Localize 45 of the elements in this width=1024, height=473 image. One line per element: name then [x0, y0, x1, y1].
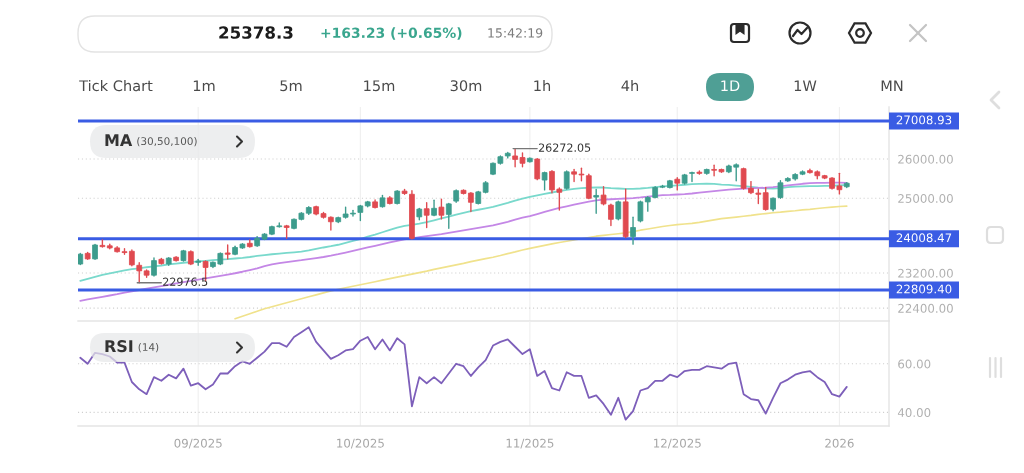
candlestick [438, 198, 445, 220]
y-tick-label: 23200.00 [898, 268, 953, 278]
line-series [79, 326, 848, 421]
candlestick [151, 257, 157, 277]
line-series [234, 205, 848, 320]
ref-line-label: 24008.47 [896, 233, 952, 243]
text: Tick Chart [79, 79, 153, 92]
text: 1W [794, 80, 817, 92]
x-tick-label: 11/2025 [506, 438, 554, 449]
x-tick-label: 12/2025 [654, 438, 701, 449]
annotation: 26272.05 [538, 143, 591, 152]
candlestick [630, 216, 636, 245]
text: 30m [450, 80, 482, 92]
candlestick [637, 200, 644, 223]
text: 15m [364, 80, 395, 92]
text: 1D [721, 80, 740, 92]
y-tick-label: 22400.00 [898, 303, 953, 313]
y-tick-label: 40.00 [897, 408, 931, 418]
text: MN [881, 80, 903, 92]
candlestick [593, 188, 600, 214]
text: MA (30,50,100) [105, 134, 197, 147]
y-tick-label: 25000.00 [898, 194, 953, 203]
candlestick [563, 170, 570, 190]
ref-line-label: 22809.40 [896, 284, 952, 294]
candlestick [762, 186, 769, 211]
x-tick-label: 09/2025 [174, 438, 222, 449]
text: 5m [280, 80, 302, 92]
ref-line-label: 27008.93 [896, 115, 952, 125]
x-tick-label: 2026 [825, 438, 854, 448]
candlestick [689, 171, 695, 183]
text: 1h [534, 79, 551, 92]
text: 15:42:19 [488, 28, 543, 38]
text: RSI (14) [105, 340, 159, 353]
text: 25378.3 [219, 26, 293, 39]
x-tick-label: 10/2025 [337, 438, 384, 449]
y-tick-label: 60.00 [898, 359, 931, 369]
y-tick-label: 26000.00 [898, 154, 953, 164]
candlestick [423, 201, 430, 229]
text: +163.23 (+0.65%) [321, 27, 462, 40]
candlestick [615, 200, 622, 221]
text: 4h [621, 79, 639, 92]
candlestick [534, 157, 541, 181]
text: 1m [193, 80, 215, 92]
candlestick [445, 202, 452, 230]
line-series [79, 181, 848, 302]
